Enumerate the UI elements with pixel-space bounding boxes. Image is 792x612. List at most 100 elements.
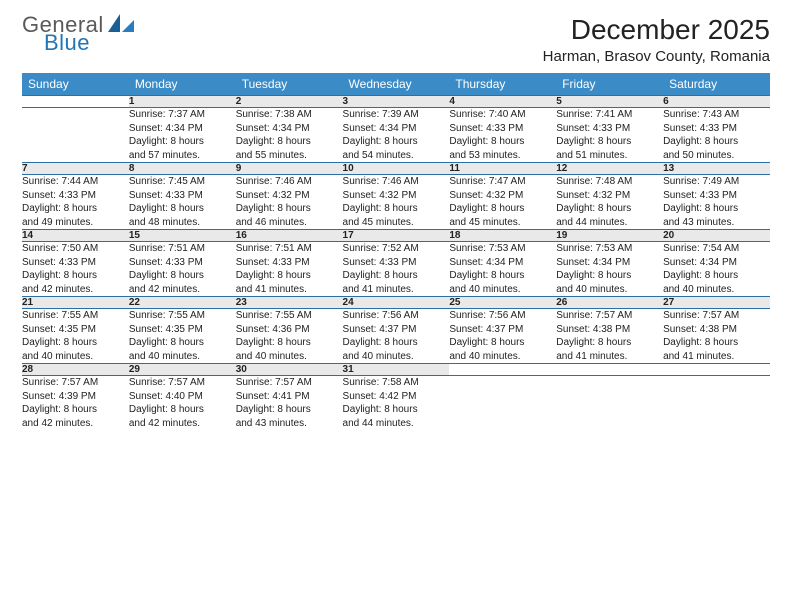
sunrise-text: Sunrise: 7:57 AM — [129, 376, 236, 390]
calendar-table: Sunday Monday Tuesday Wednesday Thursday… — [22, 73, 770, 430]
day-content-cell: Sunrise: 7:44 AMSunset: 4:33 PMDaylight:… — [22, 175, 129, 230]
dl1-text: Daylight: 8 hours — [556, 269, 663, 283]
sunrise-text: Sunrise: 7:45 AM — [129, 175, 236, 189]
dl2-text: and 51 minutes. — [556, 149, 663, 163]
dl2-text: and 44 minutes. — [343, 417, 450, 431]
dl1-text: Daylight: 8 hours — [236, 403, 343, 417]
sunrise-text: Sunrise: 7:53 AM — [556, 242, 663, 256]
day-content-row: Sunrise: 7:50 AMSunset: 4:33 PMDaylight:… — [22, 242, 770, 297]
title-block: December 2025 Harman, Brasov County, Rom… — [543, 14, 770, 65]
dl2-text: and 53 minutes. — [449, 149, 556, 163]
calendar-body: 123456Sunrise: 7:37 AMSunset: 4:34 PMDay… — [22, 96, 770, 431]
sunrise-text: Sunrise: 7:57 AM — [236, 376, 343, 390]
dl2-text: and 40 minutes. — [449, 283, 556, 297]
sunset-text: Sunset: 4:33 PM — [449, 122, 556, 136]
sunset-text: Sunset: 4:34 PM — [343, 122, 450, 136]
day-content-row: Sunrise: 7:44 AMSunset: 4:33 PMDaylight:… — [22, 175, 770, 230]
dl2-text: and 49 minutes. — [22, 216, 129, 230]
sunset-text: Sunset: 4:34 PM — [129, 122, 236, 136]
dl1-text: Daylight: 8 hours — [663, 269, 770, 283]
day-number-cell: 4 — [449, 96, 556, 108]
month-title: December 2025 — [543, 14, 770, 46]
dl1-text: Daylight: 8 hours — [22, 269, 129, 283]
dl1-text: Daylight: 8 hours — [236, 336, 343, 350]
day-number-cell — [556, 364, 663, 376]
day-content-cell: Sunrise: 7:38 AMSunset: 4:34 PMDaylight:… — [236, 108, 343, 163]
sunset-text: Sunset: 4:32 PM — [343, 189, 450, 203]
sunset-text: Sunset: 4:38 PM — [556, 323, 663, 337]
day-content-cell: Sunrise: 7:37 AMSunset: 4:34 PMDaylight:… — [129, 108, 236, 163]
dl2-text: and 57 minutes. — [129, 149, 236, 163]
day-number-cell: 18 — [449, 230, 556, 242]
sunset-text: Sunset: 4:42 PM — [343, 390, 450, 404]
dl1-text: Daylight: 8 hours — [236, 269, 343, 283]
dl1-text: Daylight: 8 hours — [22, 403, 129, 417]
dl1-text: Daylight: 8 hours — [22, 202, 129, 216]
day-content-cell: Sunrise: 7:49 AMSunset: 4:33 PMDaylight:… — [663, 175, 770, 230]
day-content-cell: Sunrise: 7:51 AMSunset: 4:33 PMDaylight:… — [129, 242, 236, 297]
day-content-cell: Sunrise: 7:40 AMSunset: 4:33 PMDaylight:… — [449, 108, 556, 163]
day-content-cell — [663, 376, 770, 431]
sunrise-text: Sunrise: 7:51 AM — [129, 242, 236, 256]
day-number-cell: 21 — [22, 297, 129, 309]
dl2-text: and 41 minutes. — [343, 283, 450, 297]
sunset-text: Sunset: 4:33 PM — [22, 189, 129, 203]
sunrise-text: Sunrise: 7:37 AM — [129, 108, 236, 122]
dl1-text: Daylight: 8 hours — [663, 336, 770, 350]
sunset-text: Sunset: 4:33 PM — [556, 122, 663, 136]
day-number-cell: 10 — [343, 163, 450, 175]
day-number-cell: 9 — [236, 163, 343, 175]
sunset-text: Sunset: 4:34 PM — [663, 256, 770, 270]
dl1-text: Daylight: 8 hours — [449, 135, 556, 149]
dl1-text: Daylight: 8 hours — [663, 202, 770, 216]
dl1-text: Daylight: 8 hours — [663, 135, 770, 149]
brand-logo: General Blue — [22, 14, 134, 54]
sunrise-text: Sunrise: 7:56 AM — [343, 309, 450, 323]
logo-text-blue: Blue — [44, 32, 134, 54]
dl1-text: Daylight: 8 hours — [129, 202, 236, 216]
day-number-cell: 26 — [556, 297, 663, 309]
dl1-text: Daylight: 8 hours — [343, 403, 450, 417]
sunrise-text: Sunrise: 7:39 AM — [343, 108, 450, 122]
dl2-text: and 41 minutes. — [663, 350, 770, 364]
day-content-cell: Sunrise: 7:57 AMSunset: 4:40 PMDaylight:… — [129, 376, 236, 431]
sunset-text: Sunset: 4:33 PM — [129, 189, 236, 203]
day-number-cell: 30 — [236, 364, 343, 376]
day-content-cell: Sunrise: 7:41 AMSunset: 4:33 PMDaylight:… — [556, 108, 663, 163]
sunrise-text: Sunrise: 7:44 AM — [22, 175, 129, 189]
dl1-text: Daylight: 8 hours — [129, 269, 236, 283]
sunset-text: Sunset: 4:32 PM — [556, 189, 663, 203]
dl1-text: Daylight: 8 hours — [343, 202, 450, 216]
sunset-text: Sunset: 4:37 PM — [449, 323, 556, 337]
dl2-text: and 55 minutes. — [236, 149, 343, 163]
dl2-text: and 40 minutes. — [343, 350, 450, 364]
sunset-text: Sunset: 4:40 PM — [129, 390, 236, 404]
sunrise-text: Sunrise: 7:41 AM — [556, 108, 663, 122]
sunset-text: Sunset: 4:34 PM — [236, 122, 343, 136]
dl2-text: and 40 minutes. — [22, 350, 129, 364]
sunrise-text: Sunrise: 7:50 AM — [22, 242, 129, 256]
sunrise-text: Sunrise: 7:55 AM — [22, 309, 129, 323]
sunset-text: Sunset: 4:33 PM — [236, 256, 343, 270]
sunset-text: Sunset: 4:34 PM — [449, 256, 556, 270]
dl2-text: and 42 minutes. — [129, 283, 236, 297]
dl2-text: and 48 minutes. — [129, 216, 236, 230]
day-number-cell: 3 — [343, 96, 450, 108]
sunrise-text: Sunrise: 7:57 AM — [663, 309, 770, 323]
sunset-text: Sunset: 4:33 PM — [129, 256, 236, 270]
sunset-text: Sunset: 4:41 PM — [236, 390, 343, 404]
day-number-cell: 16 — [236, 230, 343, 242]
location-text: Harman, Brasov County, Romania — [543, 48, 770, 65]
day-number-row: 21222324252627 — [22, 297, 770, 309]
dow-sunday: Sunday — [22, 73, 129, 96]
dl2-text: and 45 minutes. — [343, 216, 450, 230]
calendar-page: General Blue December 2025 Harman, Braso… — [0, 0, 792, 612]
sunset-text: Sunset: 4:35 PM — [129, 323, 236, 337]
day-number-cell: 27 — [663, 297, 770, 309]
day-content-cell: Sunrise: 7:58 AMSunset: 4:42 PMDaylight:… — [343, 376, 450, 431]
day-number-cell: 25 — [449, 297, 556, 309]
day-content-cell: Sunrise: 7:55 AMSunset: 4:35 PMDaylight:… — [22, 309, 129, 364]
sunset-text: Sunset: 4:33 PM — [663, 189, 770, 203]
day-content-cell: Sunrise: 7:55 AMSunset: 4:36 PMDaylight:… — [236, 309, 343, 364]
sunrise-text: Sunrise: 7:54 AM — [663, 242, 770, 256]
